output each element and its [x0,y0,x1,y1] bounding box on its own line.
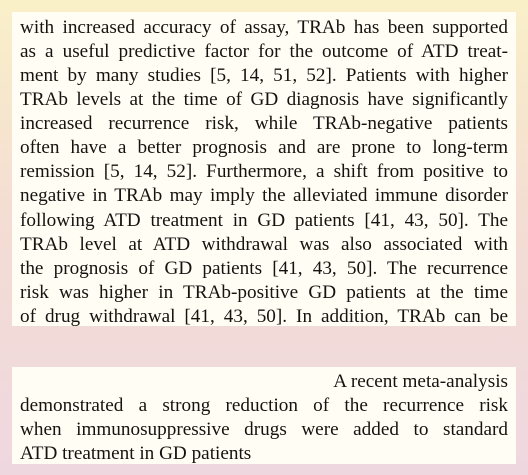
text-excerpt-2: following ATD treatment in GD patients [… [12,208,516,327]
text-line: remission [5, 14, 52]. Furthermore, a sh… [20,161,508,182]
text-line: increased recurrence risk, while TRAb-ne… [20,113,508,134]
text-line: as a useful predictive factor for the ou… [20,41,508,62]
text-excerpt-3: A recent meta-analysis demonstrated a st… [12,367,516,464]
text-line: the prognosis of GD patients [41, 43, 50… [20,258,508,279]
text-excerpt-1: with increased accuracy of assay, TRAb h… [12,12,516,210]
text-line: A recent meta-analysis [333,371,508,392]
text-line: ment by many studies [5, 14, 51, 52]. Pa… [20,65,508,86]
text-line: of drug withdrawal [41, 43, 50]. In addi… [20,306,508,327]
text-line: when immunosuppressive drugs were added … [20,419,508,440]
text-line: risk was higher in TRAb-positive GD pati… [20,282,508,303]
text-line: TRAb levels at the time of GD diagnosis … [20,89,508,110]
text-line: negative in TRAb may imply the alleviate… [20,185,508,206]
text-line: demonstrated a strong reduction of the r… [20,395,508,416]
text-line: following ATD treatment in GD patients [… [20,210,508,231]
text-line: ATD treatment in GD patients [20,443,252,464]
text-line: with increased accuracy of assay, TRAb h… [20,17,508,38]
text-line: TRAb level at ATD withdrawal was also as… [20,234,508,255]
text-line: often have a better prognosis and are pr… [20,137,508,158]
